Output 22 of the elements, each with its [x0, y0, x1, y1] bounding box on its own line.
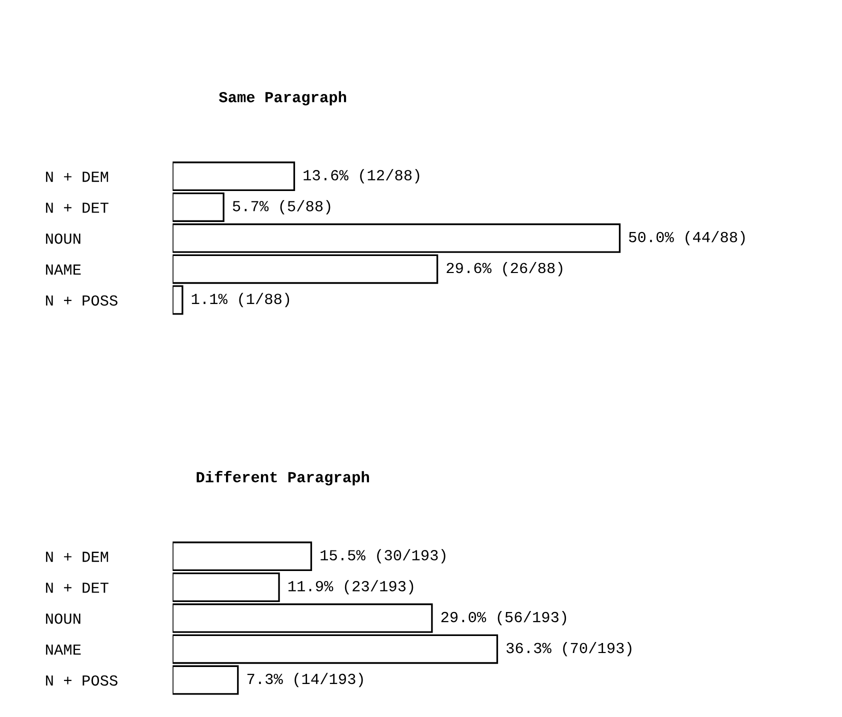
- data-label: 13.6% (12/88): [304, 169, 420, 184]
- y-tick-label: N + DEM: [46, 552, 108, 562]
- y-tick-label: N + POSS: [46, 295, 118, 306]
- data-label: 15.5% (30/193): [320, 549, 446, 564]
- y-tick-label: NOUN: [46, 233, 80, 244]
- data-label: 7.3% (14/193): [247, 672, 363, 688]
- y-tick-label: N + DET: [46, 202, 108, 213]
- y-tick-label: NOUN: [46, 613, 80, 624]
- y-tick-label: N + POSS: [46, 675, 118, 686]
- y-tick-label: NAME: [46, 644, 81, 655]
- data-label: 29.6% (26/88): [446, 262, 562, 276]
- y-tick-label: N + DEM: [46, 172, 108, 182]
- data-label: 36.3% (70/193): [506, 642, 632, 656]
- chart-title: Same Paragraph: [218, 91, 346, 106]
- y-tick-label: NAME: [46, 264, 81, 275]
- data-label: 11.9% (23/193): [288, 580, 414, 594]
- chart-title: Different Paragraph: [196, 470, 369, 486]
- y-tick-label: N + DET: [46, 582, 108, 593]
- data-label: 5.7% (5/88): [232, 200, 330, 214]
- data-label: 29.0% (56/193): [441, 611, 566, 626]
- data-label: 1.1% (1/88): [192, 292, 290, 308]
- data-label: 50.0% (44/88): [629, 231, 745, 246]
